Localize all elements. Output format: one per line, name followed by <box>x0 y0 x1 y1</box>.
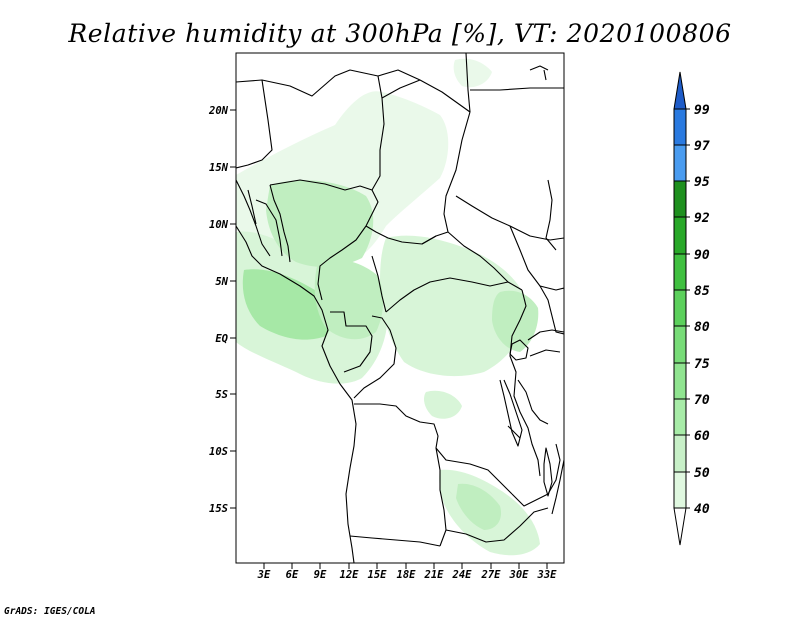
lat-tick-label: 10N <box>209 219 229 231</box>
colorbar-segment <box>673 471 687 509</box>
colorbar-segment <box>673 362 687 400</box>
colorbar-label: 70 <box>694 393 710 408</box>
lat-tick-label: 15S <box>209 503 228 515</box>
border-car-south-sudan <box>447 231 509 283</box>
lon-tick-label: 15E <box>368 569 388 581</box>
colorbar-top-arrow <box>673 71 687 110</box>
humidity-field-nigeria <box>266 180 374 267</box>
colorbar-bottom-arrow <box>673 507 687 546</box>
colorbar-segment <box>673 434 687 473</box>
lake-outline-kivu <box>507 425 521 439</box>
humidity-field-north-streak <box>453 58 492 88</box>
border-car-drc <box>385 277 523 313</box>
coastline-west <box>236 225 357 563</box>
border-cameroon-car <box>371 255 387 313</box>
lon-tick-label: 3E <box>257 569 271 581</box>
border-congo-gabon <box>330 311 373 373</box>
lon-tick-label: 30E <box>509 569 530 581</box>
colorbar-segment <box>673 180 687 218</box>
lon-tick-label: 9E <box>314 569 327 581</box>
lat-tick-label: 10S <box>209 446 228 458</box>
border-angola-namibia <box>349 535 441 547</box>
border-libya-egypt <box>381 79 564 99</box>
border-sudan-ethiopia <box>545 179 557 251</box>
colorbar-segment <box>673 289 687 327</box>
map-title: Relative humidity at 300hPa [%], VT: 202… <box>67 19 731 48</box>
latitude-axis: 20N 15N 10N 5N EQ 5S 10S 15S <box>208 105 236 515</box>
border-benin-togo <box>247 184 291 263</box>
colorbar-segment <box>673 144 687 182</box>
border-zambia-south <box>445 507 549 543</box>
lat-tick-label: EQ <box>215 333 228 345</box>
colorbar-segment <box>673 216 687 255</box>
colorbar-segment <box>673 108 687 146</box>
border-drc-east <box>509 289 541 477</box>
colorbar-label: 80 <box>694 320 710 335</box>
border-drc-angola <box>354 403 513 495</box>
lat-tick-label: 5S <box>215 389 228 401</box>
humidity-field-drc <box>424 390 462 419</box>
colorbar-label: 60 <box>694 429 710 444</box>
border-kenya-uganda <box>539 285 564 335</box>
lon-tick-label: 27E <box>481 569 502 581</box>
humidity-field-south-core <box>456 483 502 530</box>
colorbar-label: 85 <box>694 284 710 299</box>
grads-credit: GrADS: IGES/COLA <box>4 606 96 617</box>
colorbar: 99 97 95 92 90 85 80 75 70 60 50 40 <box>673 71 710 546</box>
humidity-shading <box>236 58 540 556</box>
country-borders <box>236 53 564 563</box>
colorbar-label: 92 <box>694 211 710 226</box>
colorbar-label: 90 <box>694 248 710 263</box>
lon-tick-label: 6E <box>286 569 299 581</box>
border-nigeria-cameroon <box>317 225 367 301</box>
lon-tick-label: 18E <box>397 569 417 581</box>
border-nigeria-niger <box>269 179 379 227</box>
coastline-south-east <box>551 459 564 515</box>
border-niger-north <box>236 69 471 113</box>
lon-tick-label: 12E <box>340 569 360 581</box>
border-congo-drc <box>353 315 397 399</box>
border-south-sudan-east <box>509 225 564 291</box>
colorbar-label: 97 <box>694 139 710 154</box>
humidity-field-central <box>380 235 528 377</box>
lat-tick-label: 15N <box>209 162 229 174</box>
humidity-field-gulf <box>242 269 333 340</box>
longitude-axis: 3E 6E 9E 12E 15E 18E 21E 24E 27E 30E 33E <box>257 563 557 581</box>
border-chad-car <box>365 225 437 245</box>
lon-tick-label: 21E <box>424 569 445 581</box>
border-lakes-region <box>517 329 564 425</box>
colorbar-segment <box>673 398 687 436</box>
lake-outline-tanganyika <box>499 379 523 447</box>
colorbar-segment <box>673 253 687 291</box>
lake-outline-victoria <box>509 339 529 361</box>
colorbar-label: 40 <box>694 502 710 517</box>
border-chad-sudan <box>421 53 471 245</box>
lake-outline-malawi <box>543 447 553 497</box>
colorbar-label: 99 <box>694 103 710 118</box>
lake-outline-red-sea-coast <box>529 65 549 81</box>
border-burkina-ghana <box>236 179 283 257</box>
lon-tick-label: 24E <box>452 569 473 581</box>
colorbar-label: 95 <box>694 175 710 190</box>
humidity-field-cameroon <box>314 259 384 340</box>
lat-tick-label: 20N <box>208 105 229 117</box>
border-niger-chad <box>371 75 385 191</box>
colorbar-label: 75 <box>694 357 710 372</box>
colorbar-segment <box>673 325 687 364</box>
humidity-field-lakes <box>492 290 539 352</box>
colorbar-label: 50 <box>694 466 710 481</box>
map-frame <box>235 52 565 564</box>
lon-tick-label: 33E <box>537 569 558 581</box>
border-angola-zambia <box>435 447 447 547</box>
border-mali <box>236 79 273 169</box>
lat-tick-label: 5N <box>215 276 228 288</box>
